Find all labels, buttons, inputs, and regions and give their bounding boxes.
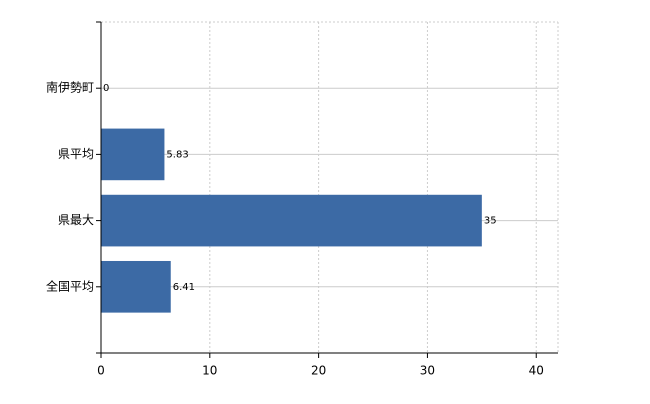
data-label: 6.41 [173, 282, 195, 293]
x-tick-label: 0 [97, 364, 105, 378]
x-tick-label: 10 [202, 364, 217, 378]
data-label: 35 [484, 216, 497, 227]
bar [101, 260, 171, 313]
y-tick-label: 全国平均 [46, 278, 94, 293]
bar [101, 194, 482, 247]
x-tick-label: 20 [311, 364, 326, 378]
y-tick-label: 南伊勢町 [46, 80, 94, 95]
y-tick-label: 県平均 [58, 147, 94, 161]
bar [101, 128, 165, 181]
data-label: 5.83 [166, 149, 188, 160]
x-tick-label: 40 [529, 364, 544, 378]
x-tick-label: 30 [420, 364, 435, 378]
data-label: 0 [103, 83, 109, 94]
y-tick-label: 県最大 [58, 213, 94, 227]
